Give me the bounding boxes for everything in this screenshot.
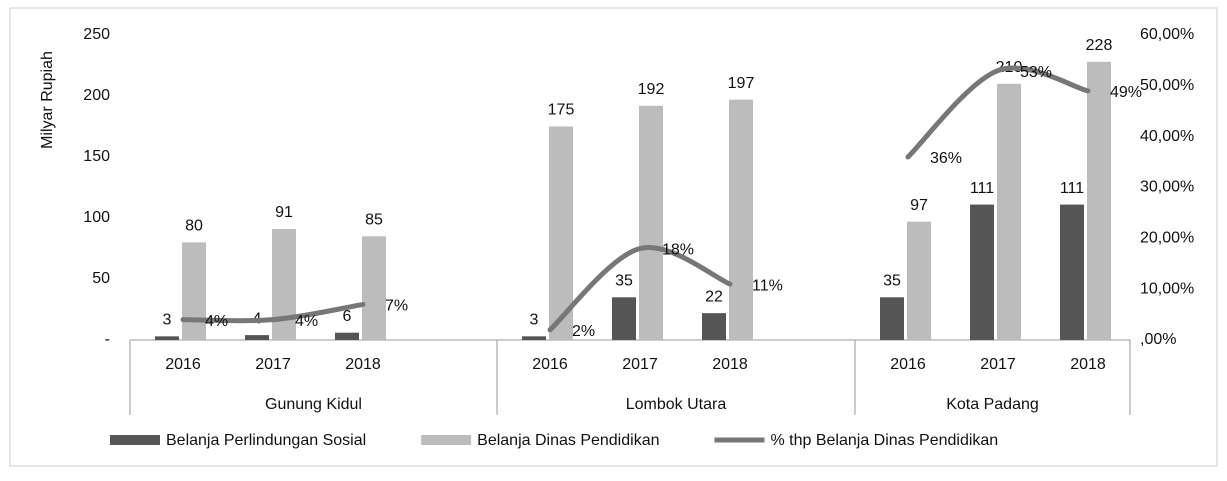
x-tick-label: 2018 (345, 356, 381, 373)
bar (907, 221, 931, 340)
line-series (905, 65, 1091, 160)
legend-label: Belanja Perlindungan Sosial (166, 432, 366, 449)
data-label: 197 (728, 75, 755, 92)
data-label: 49% (1110, 84, 1142, 101)
bar (1060, 204, 1084, 340)
bar (272, 228, 296, 340)
y-tick-label: 200 (83, 87, 110, 104)
bar (362, 236, 386, 340)
bar (182, 242, 206, 340)
y-tick-label: 100 (83, 209, 110, 226)
y-tick-label: 150 (83, 148, 110, 165)
x-tick-label: 2017 (622, 356, 658, 373)
x-tick-label: 2016 (890, 356, 926, 373)
y2-tick-label: 60,00% (1140, 26, 1194, 43)
x-tick-label: 2017 (255, 356, 291, 373)
legend-label: % thp Belanja Dinas Pendidikan (770, 432, 998, 449)
y2-tick-label: 40,00% (1140, 128, 1194, 145)
data-label: 2% (572, 323, 595, 340)
bar (729, 99, 753, 340)
line-series (547, 244, 733, 333)
bar (970, 204, 994, 340)
line-series (180, 301, 366, 324)
bar (549, 126, 573, 340)
data-label: 35 (615, 273, 633, 290)
bar (612, 297, 636, 340)
data-label: 3 (163, 312, 172, 329)
data-label: 22 (705, 288, 723, 305)
data-label: 53% (1020, 64, 1052, 81)
legend-swatch (421, 435, 472, 445)
y2-tick-label: 20,00% (1140, 230, 1194, 247)
bar (155, 336, 179, 340)
data-label: 4% (295, 313, 318, 330)
chart-border (9, 7, 1218, 467)
data-label: 35 (883, 273, 901, 290)
data-label: 36% (930, 150, 962, 167)
bar (880, 297, 904, 340)
data-label: 7% (385, 298, 408, 315)
bar (997, 83, 1021, 341)
data-label: 80 (185, 218, 203, 235)
data-label: 97 (910, 197, 928, 214)
group-label: Kota Padang (946, 396, 1039, 413)
data-label: 91 (275, 204, 293, 221)
x-tick-label: 2018 (1070, 356, 1106, 373)
data-label: 111 (970, 180, 994, 197)
x-tick-label: 2016 (165, 356, 201, 373)
y-tick-label: 250 (83, 26, 110, 43)
data-label: 11% (752, 277, 783, 294)
bar (702, 313, 726, 340)
data-label: 3 (530, 312, 539, 329)
data-label: 4% (205, 313, 228, 330)
y2-tick-label: 50,00% (1140, 77, 1194, 94)
y-tick-label: - (105, 331, 110, 348)
y2-tick-label: 30,00% (1140, 179, 1194, 196)
y-axis-label: Milyar Rupiah (39, 51, 56, 149)
bar (522, 336, 546, 340)
data-label: 192 (638, 81, 665, 98)
data-label: 6 (343, 308, 352, 325)
data-label: 85 (365, 212, 383, 229)
data-label: 111 (1060, 180, 1084, 197)
bar (335, 332, 359, 340)
bar (1087, 61, 1111, 341)
x-tick-label: 2018 (712, 356, 748, 373)
group-label: Lombok Utara (626, 396, 727, 413)
bar (245, 335, 269, 340)
legend-swatch (110, 435, 160, 445)
x-tick-label: 2016 (532, 356, 568, 373)
y2-tick-label: 10,00% (1140, 280, 1194, 297)
data-label: 18% (662, 242, 694, 259)
bar (639, 105, 663, 340)
y2-tick-label: ,00% (1140, 331, 1176, 348)
legend-label: Belanja Dinas Pendidikan (477, 432, 659, 449)
data-label: 175 (548, 102, 575, 119)
x-tick-label: 2017 (980, 356, 1016, 373)
group-label: Gunung Kidul (265, 396, 362, 413)
data-label: 228 (1086, 37, 1113, 54)
y-tick-label: 50 (92, 270, 110, 287)
